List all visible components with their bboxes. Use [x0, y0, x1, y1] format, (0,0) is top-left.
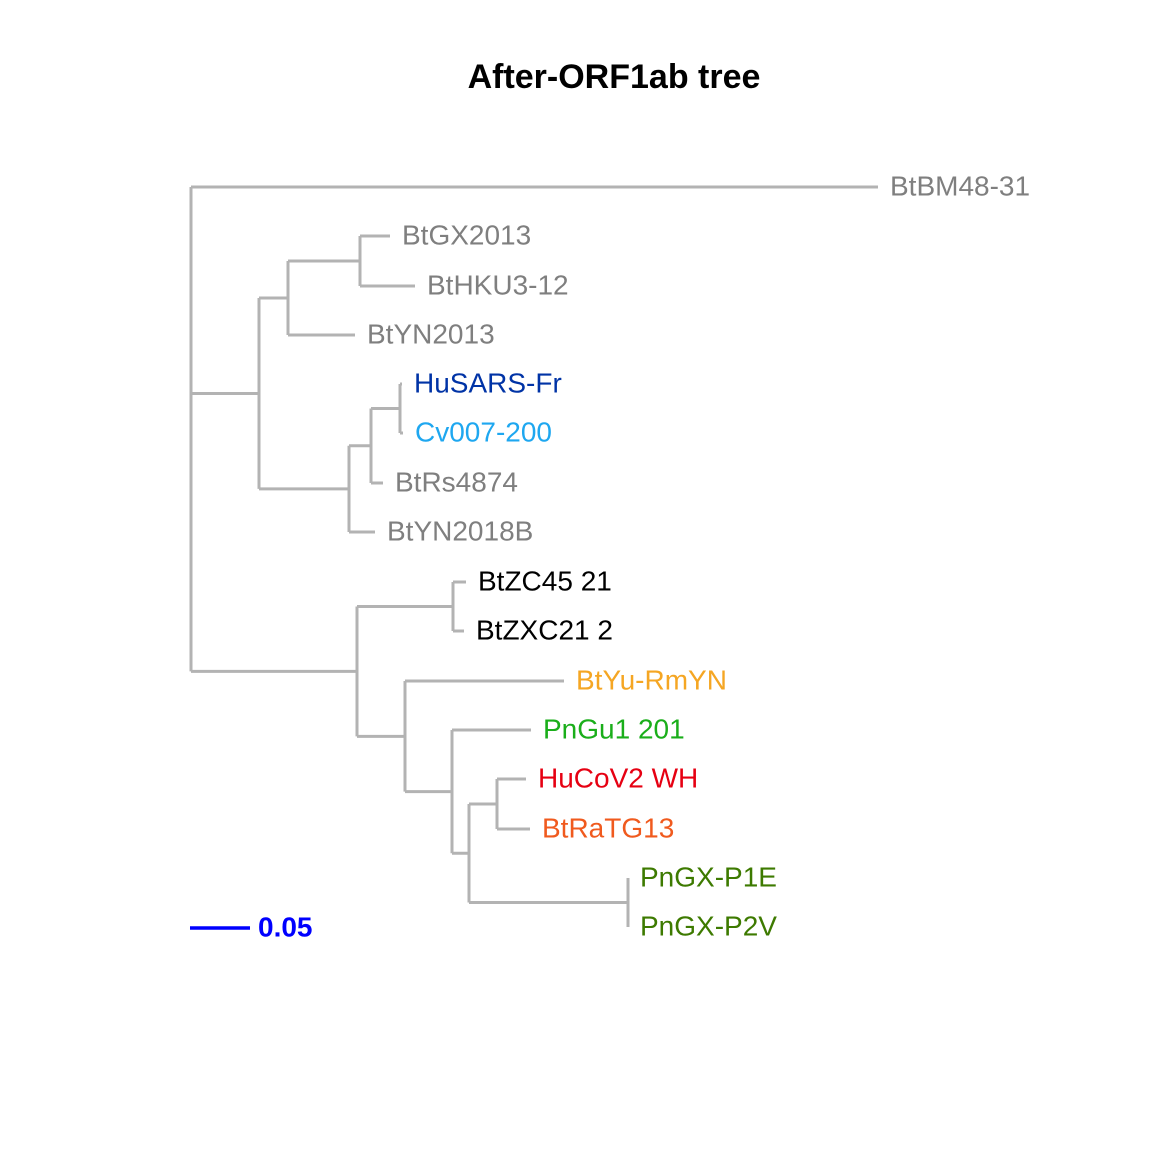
tip-label: Cv007-200 — [415, 416, 552, 447]
tip-label: PnGX-P2V — [640, 910, 777, 941]
tip-label: HuCoV2 WH — [538, 762, 698, 793]
tip-label: BtBM48-31 — [890, 170, 1030, 201]
scale-bar-label: 0.05 — [258, 911, 313, 942]
tip-label: HuSARS-Fr — [414, 367, 562, 398]
tip-label: PnGu1 201 — [543, 713, 685, 744]
tree-title: After-ORF1ab tree — [467, 58, 761, 96]
tree-tip-labels: BtBM48-31 BtGX2013 BtHKU3-12 BtYN2013 HuSARS… — [367, 170, 1030, 941]
tip-label: PnGX-P1E — [640, 861, 777, 892]
tip-label: BtHKU3-12 — [427, 269, 569, 300]
tip-label: BtGX2013 — [402, 219, 531, 250]
scale-bar: 0.05 — [190, 911, 313, 942]
tip-label: BtRs4874 — [395, 466, 518, 497]
tip-label: BtYN2018B — [387, 515, 533, 546]
tree-branches — [189, 185, 878, 927]
tip-label: BtRaTG13 — [542, 812, 674, 843]
tip-label: BtZXC21 2 — [476, 614, 613, 645]
tip-label: BtYN2013 — [367, 318, 495, 349]
tip-label: BtYu-RmYN — [576, 664, 727, 695]
tip-label: BtZC45 21 — [478, 565, 612, 596]
